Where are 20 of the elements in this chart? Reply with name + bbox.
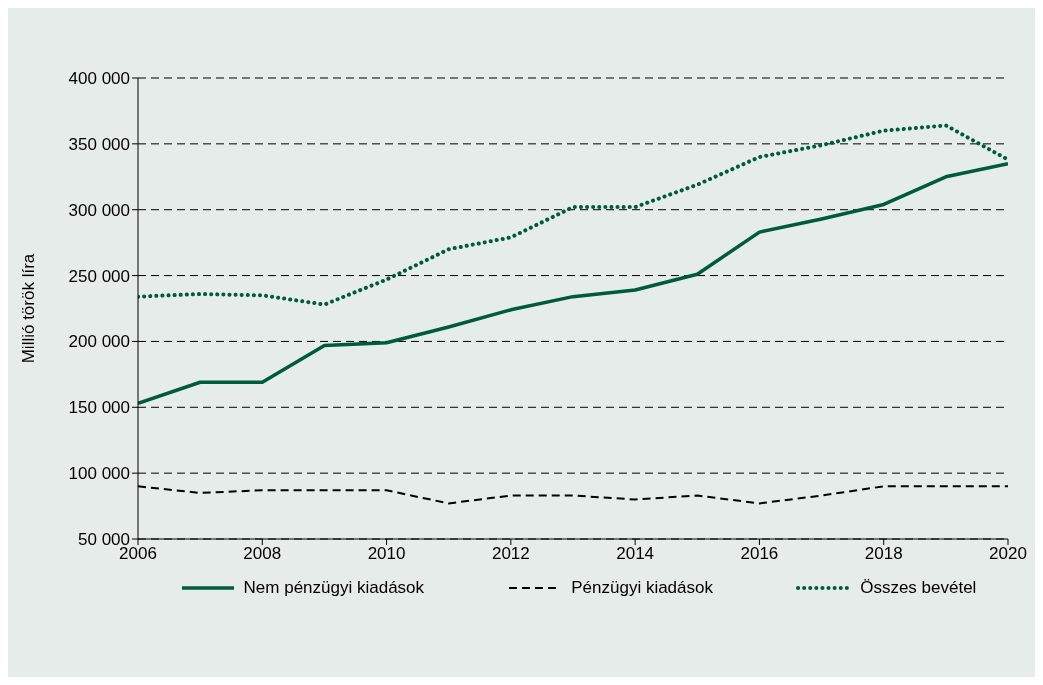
x-tick-label: 2014 xyxy=(616,544,655,564)
x-tick-label: 2012 xyxy=(491,544,530,564)
y-tick-label: 200 000 xyxy=(68,332,130,352)
y-tick-label: 100 000 xyxy=(68,464,130,484)
legend-label: Nem pénzügyi kiadások xyxy=(243,578,425,598)
legend-label: Pénzügyi kiadások xyxy=(571,578,713,598)
y-tick-label: 350 000 xyxy=(68,134,130,154)
x-tick-label: 2016 xyxy=(740,544,779,564)
x-tick-label: 2020 xyxy=(989,544,1027,564)
y-tick-label: 400 000 xyxy=(68,69,130,89)
y-tick-label: 250 000 xyxy=(68,266,130,286)
line-series xyxy=(138,161,1008,406)
line-series xyxy=(138,123,1008,307)
x-tick-label: 2008 xyxy=(243,544,282,564)
x-tick-label: 2018 xyxy=(864,544,903,564)
x-tick-label: 2010 xyxy=(367,544,406,564)
y-tick-label: 300 000 xyxy=(68,200,130,220)
y-axis-title: Millió török líra xyxy=(19,253,39,364)
legend-label: Összes bevétel xyxy=(860,578,977,598)
y-tick-label: 150 000 xyxy=(68,398,130,418)
